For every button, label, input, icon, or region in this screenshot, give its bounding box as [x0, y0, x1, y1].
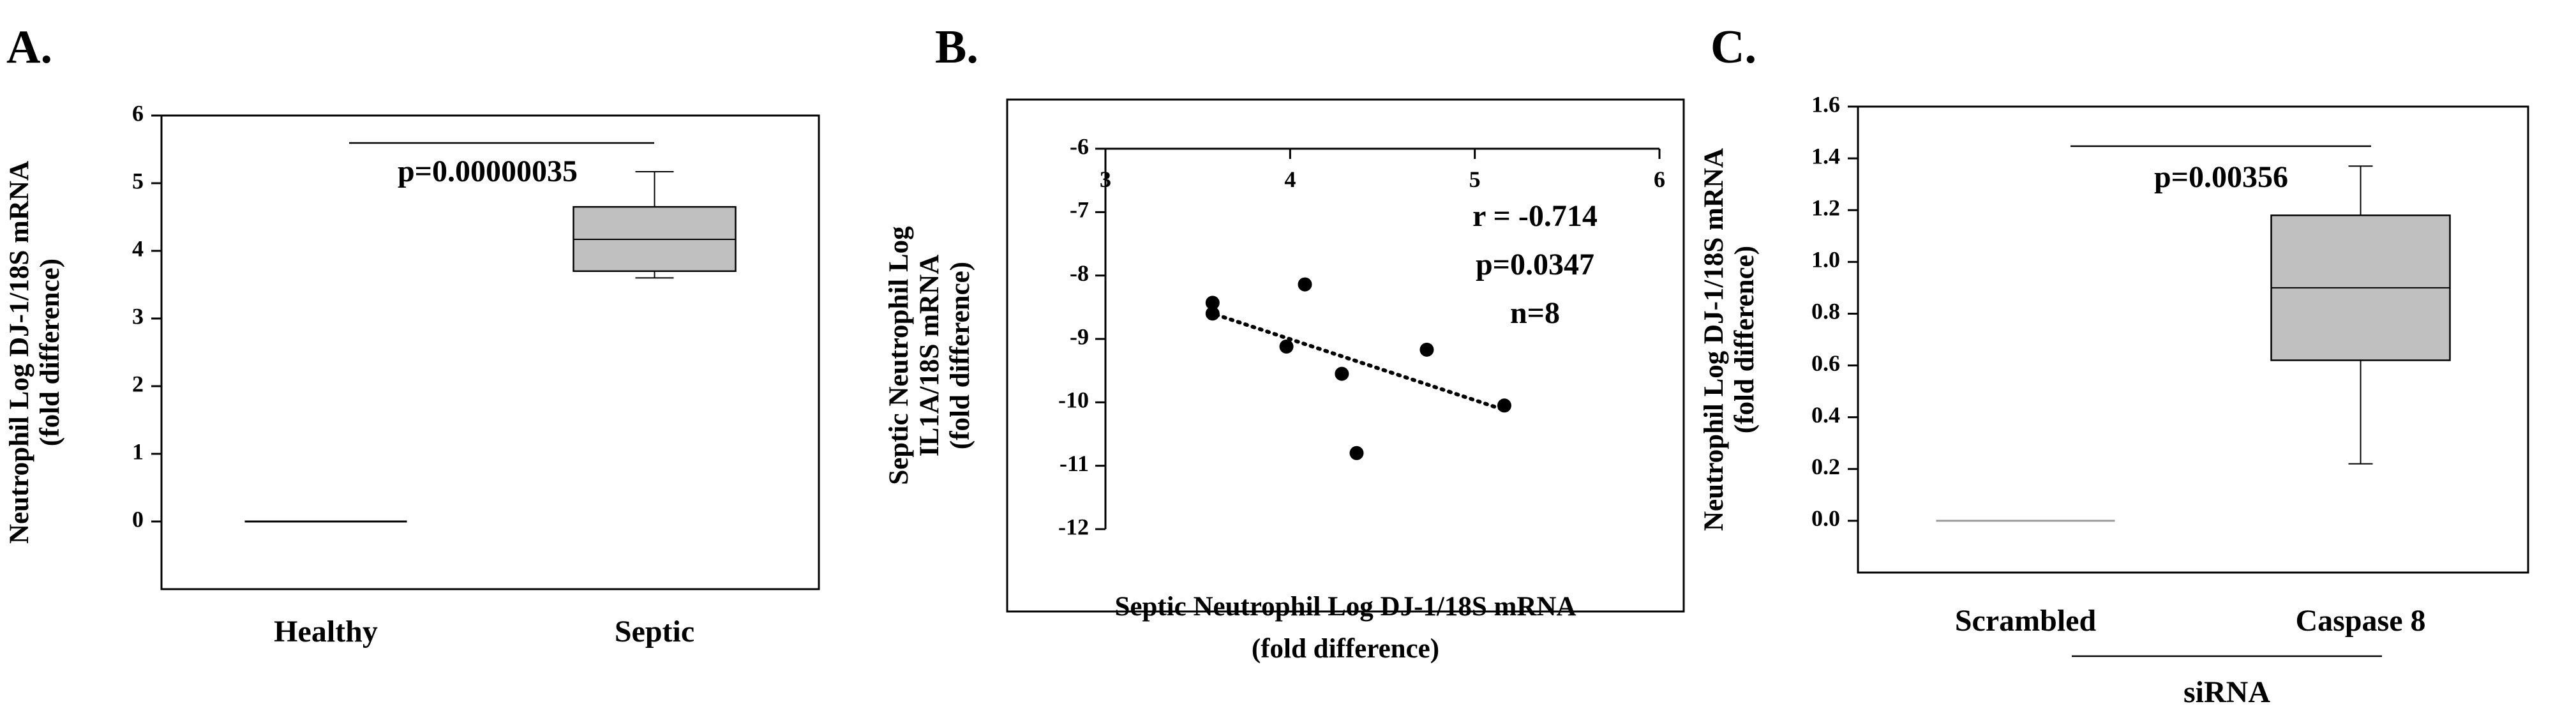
- scatter-point: [1205, 296, 1220, 310]
- y-tick-label: 1.6: [1811, 91, 1840, 117]
- scatter-point: [1298, 277, 1312, 292]
- y-tick-label: 6: [132, 100, 144, 126]
- box-septic: [573, 170, 737, 279]
- scatter-point: [1335, 366, 1349, 381]
- x-group-label: siRNA: [2183, 675, 2270, 709]
- x-axis-title-line-1: Septic Neutrophil Log DJ-1/18S mRNA: [1114, 592, 1576, 622]
- y-tick-label: 1.0: [1811, 247, 1840, 273]
- y-axis-title-line-1: Neutrophil Log DJ-1/18S mRNA: [4, 161, 34, 544]
- y-axis-title-line-3: (fold difference): [945, 262, 975, 449]
- y-tick-label: 0.8: [1811, 299, 1840, 324]
- y-axis-title-line-2: (fold difference): [1730, 246, 1760, 433]
- y-tick-label: 0.6: [1811, 350, 1840, 376]
- plot-frame: [1857, 105, 2529, 574]
- y-tick-label: -10: [1058, 387, 1089, 413]
- panel-c-box-chart: C. 0.0 0.2 0.4 0.6 0.8 1.0 1.2 1.4 1.6 Scrambled Ca…: [1699, 21, 2529, 709]
- stat-annotation: r = -0.714: [1472, 199, 1598, 233]
- x-axis-title-line-2: (fold difference): [1252, 634, 1439, 664]
- box-caspase-8: [2270, 165, 2451, 465]
- p-value-annotation: p=0.00356: [2154, 160, 2288, 194]
- x-tick-label: 4: [1284, 167, 1296, 192]
- plot-frame: [1006, 98, 1685, 613]
- y-tick-label: 0.4: [1811, 402, 1840, 428]
- x-tick-label: 3: [1100, 167, 1111, 192]
- y-tick-label: -6: [1070, 133, 1089, 159]
- panel-a-box-chart: A. 0 1 2 3 4 5 6 Healthy Septic p=0.00000035 Neutro…: [4, 21, 820, 649]
- y-tick-label: 2: [132, 371, 144, 396]
- y-tick-label: 0.0: [1811, 506, 1840, 531]
- x-category-label: Scrambled: [1955, 604, 2097, 638]
- y-axis-title-line-2: IL1A/18S mRNA: [915, 255, 945, 457]
- y-tick-label: 5: [132, 168, 144, 193]
- y-axis-title-line-1: Neutrophil Log DJ-1/18S mRNA: [1699, 148, 1729, 531]
- y-tick-label: 1.4: [1811, 143, 1840, 169]
- x-tick-label: 6: [1654, 167, 1665, 192]
- y-tick-label: 1: [132, 439, 144, 464]
- y-tick-label: -8: [1070, 260, 1089, 286]
- y-tick-label: 1.2: [1811, 195, 1840, 220]
- y-tick-label: 0: [132, 506, 144, 532]
- plot-frame: [160, 114, 820, 590]
- y-tick-label: -11: [1060, 451, 1089, 476]
- y-tick-label: -9: [1070, 324, 1089, 349]
- y-axis-title-line-2: (fold difference): [35, 259, 65, 446]
- scatter-point: [1205, 306, 1220, 321]
- scatter-point: [1497, 398, 1511, 413]
- y-tick-label: -7: [1070, 197, 1089, 223]
- x-tick-label: 5: [1469, 167, 1481, 192]
- scatter-point: [1349, 446, 1364, 460]
- scatter-point: [1419, 342, 1434, 357]
- trend-line: [1207, 310, 1506, 412]
- stat-annotation: p=0.0347: [1476, 248, 1594, 281]
- x-category-label: Septic: [615, 615, 694, 649]
- x-category-label: Healthy: [274, 615, 378, 649]
- p-value-annotation: p=0.00000035: [398, 154, 578, 188]
- y-axis-title-line-1: Septic Neutrophil Log: [884, 226, 914, 485]
- y-tick-label: 0.2: [1811, 454, 1840, 479]
- stat-annotation: n=8: [1510, 296, 1560, 330]
- panel-b-scatter-chart: B. 3 4 5 6 -6 -7 -8 -9 -10 -11 -12 r = -0.714 p=0.034…: [884, 21, 1685, 664]
- x-category-label: Caspase 8: [2295, 604, 2425, 638]
- panel-a-label: A.: [6, 21, 52, 73]
- scatter-point: [1279, 339, 1294, 354]
- y-tick-label: 4: [132, 236, 144, 261]
- panel-c-label: C.: [1711, 21, 1756, 73]
- y-tick-label: -12: [1058, 514, 1089, 539]
- panel-b-label: B.: [935, 21, 978, 73]
- y-tick-label: 3: [132, 303, 144, 329]
